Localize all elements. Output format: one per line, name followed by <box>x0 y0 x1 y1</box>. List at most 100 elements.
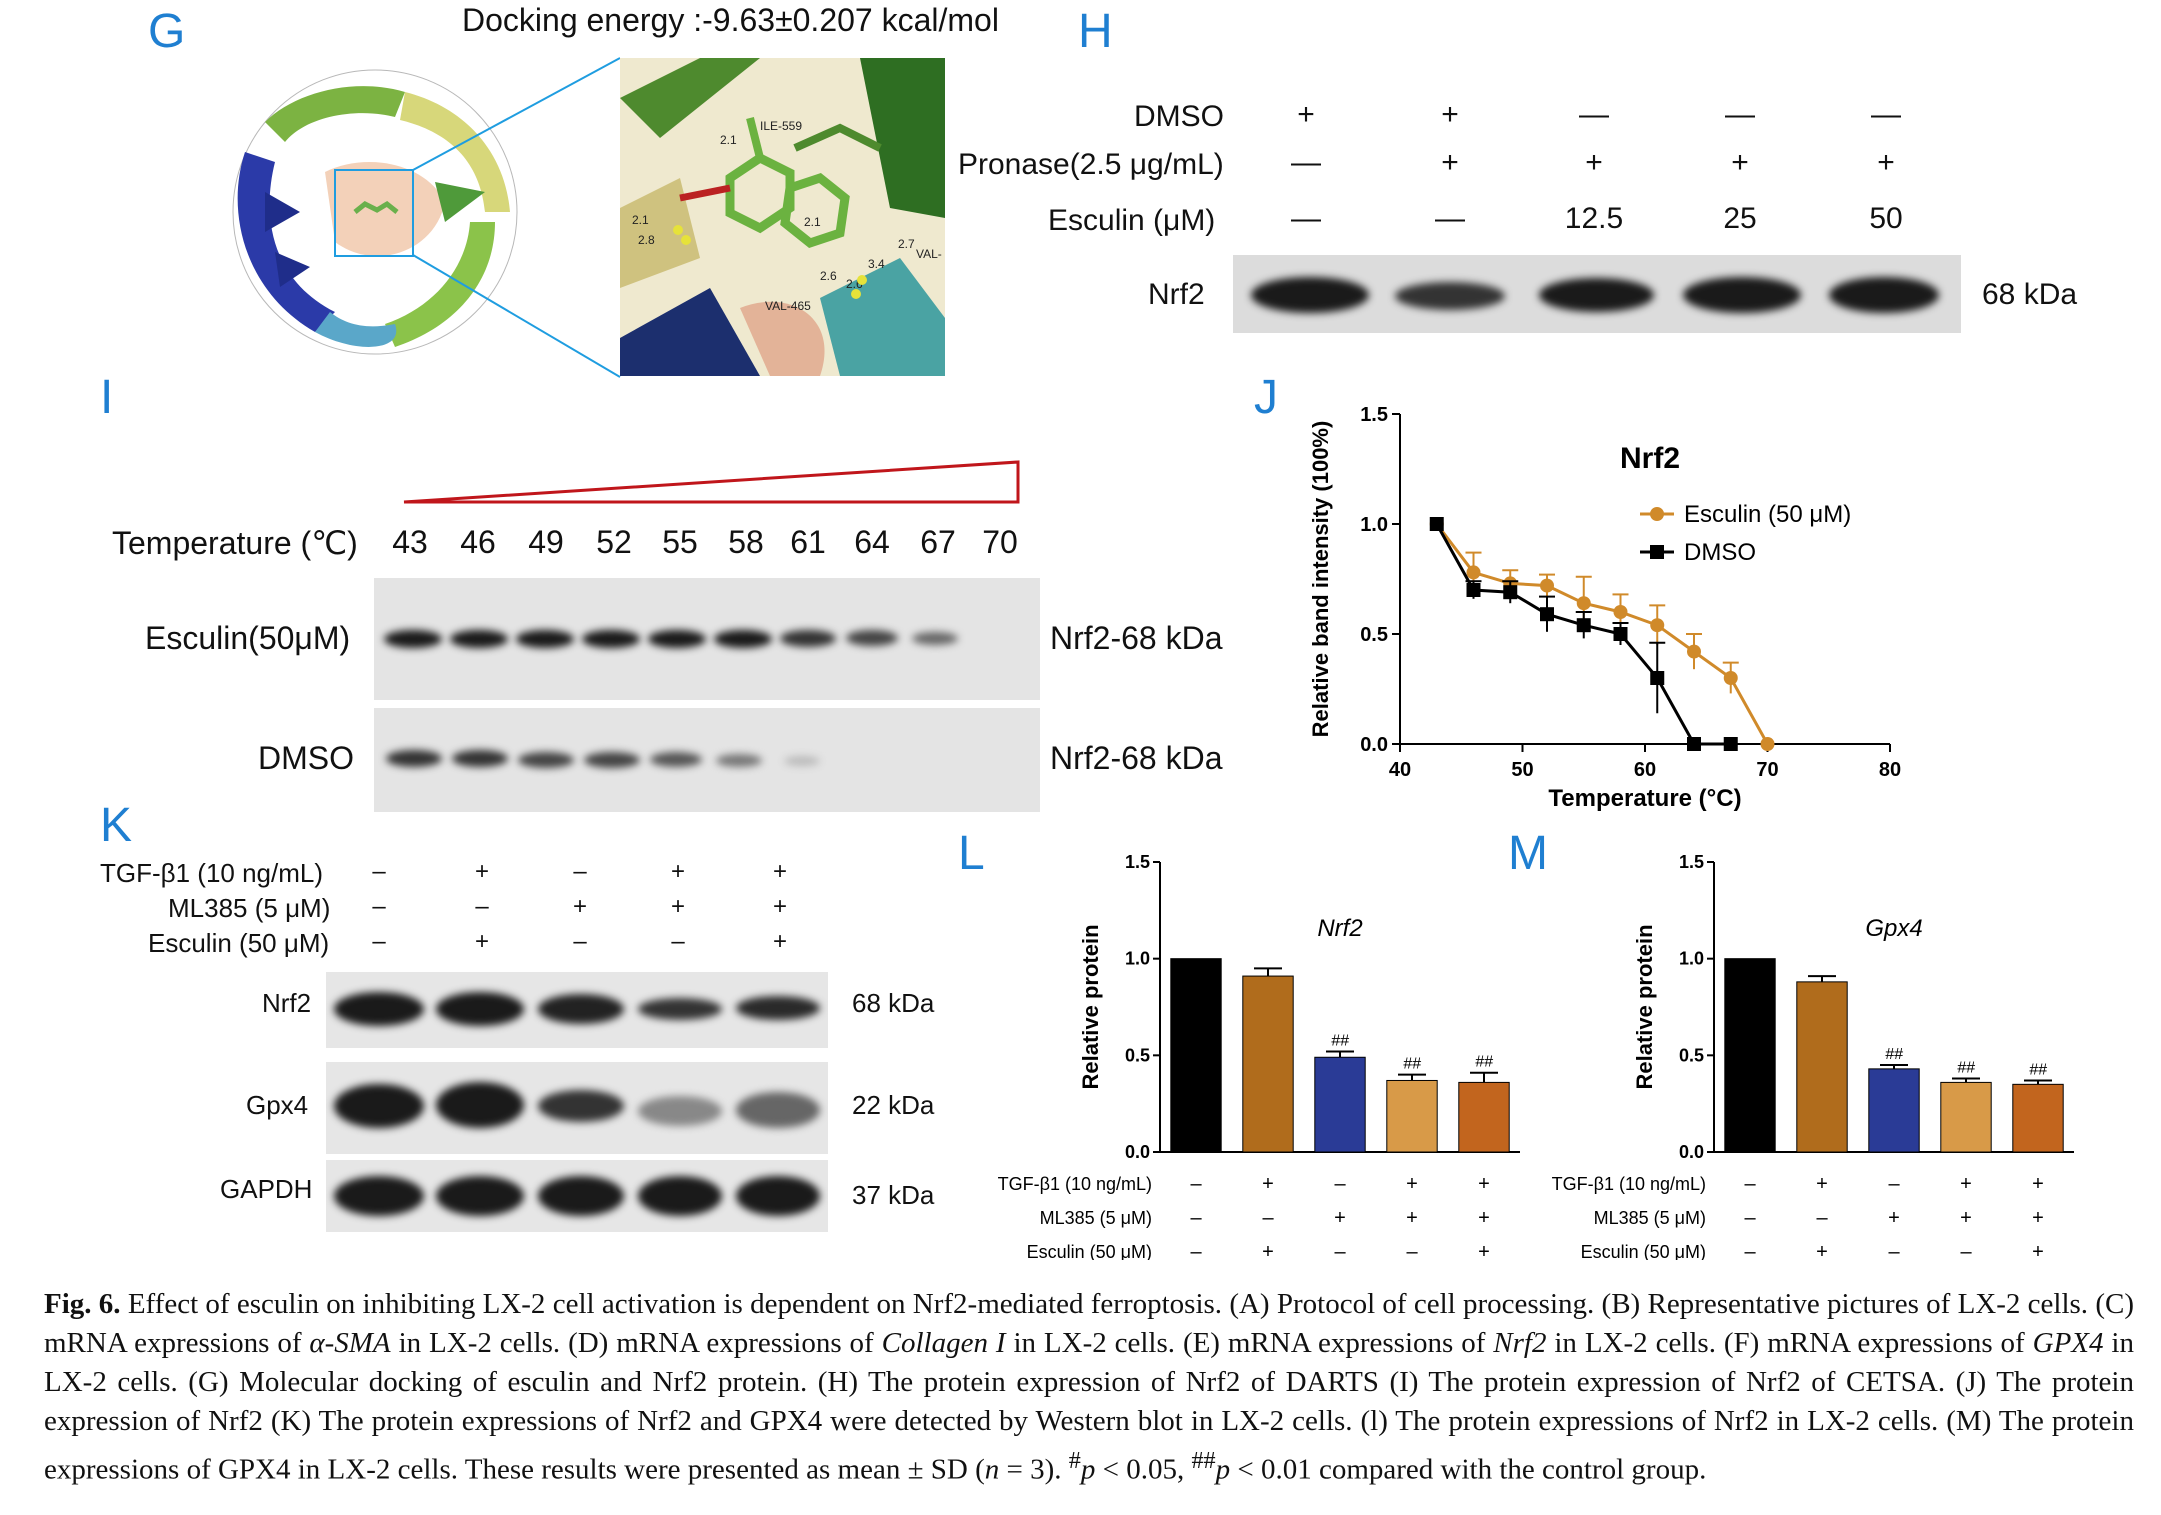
chart-title: Gpx4 <box>1865 915 1922 942</box>
x-axis-title: Temperature (°C) <box>1548 785 1741 812</box>
condition-sign: + <box>1960 1207 1972 1229</box>
condition-cell: + <box>772 893 787 920</box>
darts-blot <box>1233 255 1961 333</box>
k-blot-size-gpx4: 22 kDa <box>852 1090 935 1120</box>
condition-cell: — <box>1871 98 1901 131</box>
bar <box>1386 1079 1438 1153</box>
bar <box>1170 958 1222 1153</box>
chart-l: 0.0 0.5 1.0 1.5 Relative protein Nrf2 – – – + – + ##… <box>960 840 1540 1265</box>
data-point-esculin <box>1687 644 1701 659</box>
condition-row-label: Esculin (50 μM) <box>1581 1242 1706 1260</box>
figure-caption: Fig. 6. Effect of esculin on inhibiting … <box>44 1285 2134 1490</box>
condition-cell: – <box>372 893 386 920</box>
data-point-dmso <box>1576 618 1591 633</box>
data-point-dmso <box>1466 583 1481 597</box>
y-tick-label: 1.0 <box>1125 949 1150 969</box>
condition-sign: + <box>1262 1173 1274 1195</box>
condition-cell: + <box>772 858 787 885</box>
significance-label: ## <box>1475 1054 1494 1071</box>
data-point-esculin <box>1466 565 1481 580</box>
condition-sign: + <box>1888 1207 1900 1229</box>
legend-marker <box>1650 545 1664 559</box>
significance-label: ## <box>1885 1046 1904 1063</box>
condition-sign: – <box>1406 1241 1418 1260</box>
significance-label: ## <box>1957 1060 1976 1077</box>
x-tick-label: 60 <box>1634 759 1656 781</box>
chart-title: Nrf2 <box>1620 442 1680 475</box>
caption-italic: n <box>984 1453 1000 1486</box>
condition-sign: + <box>1478 1241 1490 1260</box>
condition-sign: – <box>1888 1173 1900 1195</box>
data-point-dmso <box>1723 737 1738 751</box>
x-tick-label: 70 <box>1756 759 1778 781</box>
residue-label-val465: VAL-465 <box>765 299 811 313</box>
x-tick-label: 80 <box>1879 759 1901 781</box>
caption-text: < 0.01 compared with the control group. <box>1230 1453 1707 1486</box>
distance-label: 3.4 <box>868 257 885 271</box>
condition-cell: + <box>1877 146 1895 179</box>
temperature-tick: 55 <box>662 524 698 560</box>
darts-row-label-pronase: Pronase(2.5 μg/mL) <box>958 148 1224 181</box>
condition-row-label: TGF-β1 (10 ng/mL) <box>1552 1174 1706 1194</box>
caption-text: < 0.05, <box>1095 1453 1192 1486</box>
condition-cell: + <box>474 928 489 955</box>
caption-italic: Nrf2 <box>1493 1327 1547 1359</box>
condition-sign: – <box>1190 1173 1202 1195</box>
docking-closeup-image: ILE-559 VAL-465 VAL- 2.1 2.1 2.8 2.1 2.6… <box>620 58 945 376</box>
bar <box>1796 981 1848 1153</box>
caption-text: in LX-2 cells. (G) Molecular docking of … <box>44 1327 2134 1486</box>
condition-sign: – <box>1744 1241 1756 1260</box>
condition-cell: + <box>1585 146 1603 179</box>
panel-label-g: G <box>148 5 186 58</box>
darts-row-label-esculin: Esculin (μM) <box>1048 204 1216 237</box>
condition-sign: + <box>2032 1241 2044 1260</box>
condition-cell: + <box>772 928 787 955</box>
legend-label: DMSO <box>1684 539 1756 566</box>
y-tick-label: 0.0 <box>1125 1142 1150 1162</box>
k-row-label-ml385: ML385 (5 μM) <box>168 893 331 923</box>
distance-label: 2.7 <box>898 237 915 251</box>
condition-sign: – <box>1744 1207 1756 1229</box>
data-point-dmso <box>1687 737 1701 751</box>
distance-label: 2.8 <box>638 233 655 247</box>
condition-cell: + <box>670 893 685 920</box>
condition-cell: + <box>670 858 685 885</box>
y-tick-label: 1.5 <box>1360 404 1388 426</box>
condition-row-label: TGF-β1 (10 ng/mL) <box>998 1174 1152 1194</box>
legend-label: Esculin (50 μM) <box>1684 501 1851 528</box>
condition-cell: – <box>372 928 386 955</box>
bar <box>1242 975 1294 1153</box>
condition-cell: – <box>573 928 587 955</box>
significance-label: ## <box>1403 1056 1422 1073</box>
y-tick-label: 1.5 <box>1679 852 1704 872</box>
temperature-tick: 46 <box>460 524 496 560</box>
condition-sign: + <box>1960 1173 1972 1195</box>
temperature-tick: 64 <box>854 524 890 560</box>
y-axis-title: Relative protein <box>1078 924 1103 1089</box>
x-tick-label: 40 <box>1389 759 1411 781</box>
x-tick-label: 50 <box>1511 759 1533 781</box>
docking-title: Docking energy :-9.63±0.207 kcal/mol <box>462 2 999 38</box>
caption-italic: p <box>1215 1453 1231 1486</box>
distance-label: 2.1 <box>720 133 737 147</box>
temperature-tick: 61 <box>790 524 826 560</box>
condition-sign: + <box>1262 1241 1274 1260</box>
cetsa-blot-esculin <box>374 578 1040 700</box>
k-blot-nrf2 <box>326 972 828 1048</box>
y-tick-label: 1.5 <box>1125 852 1150 872</box>
cetsa-band-label-dmso: Nrf2-68 kDa <box>1050 740 1223 776</box>
caption-italic: α-SMA <box>309 1327 391 1359</box>
caption-sup: # <box>1068 1447 1081 1474</box>
caption-text: in LX-2 cells. (D) mRNA expressions of <box>390 1327 882 1359</box>
k-row-label-esculin: Esculin (50 μM) <box>148 928 330 958</box>
condition-cell: – <box>671 928 685 955</box>
caption-text: in LX-2 cells. (E) mRNA expressions of <box>1005 1327 1494 1359</box>
chart-j: 0.0 0.5 1.0 1.5 40 50 60 70 80 Temperature (°C) Nr… <box>1280 390 1920 845</box>
y-tick-label: 0.0 <box>1360 734 1388 756</box>
condition-cell: — <box>1579 98 1609 131</box>
condition-cell: + <box>1731 146 1749 179</box>
data-point-dmso <box>1503 585 1518 600</box>
condition-row-label: ML385 (5 μM) <box>1594 1208 1706 1228</box>
data-point-dmso <box>1429 517 1444 531</box>
caption-italic: GPX4 <box>2032 1327 2104 1359</box>
